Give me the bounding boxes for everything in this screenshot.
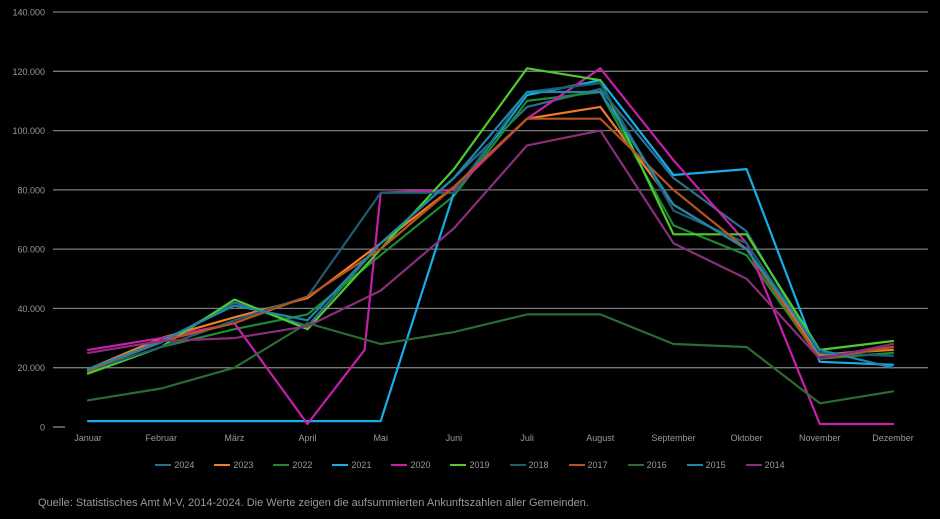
svg-text:120.000: 120.000: [12, 67, 45, 77]
svg-text:40.000: 40.000: [17, 304, 45, 314]
svg-text:März: März: [224, 433, 244, 443]
svg-text:Oktober: Oktober: [731, 433, 763, 443]
svg-text:Juli: Juli: [520, 433, 534, 443]
svg-text:Januar: Januar: [74, 433, 102, 443]
svg-text:0: 0: [40, 423, 45, 433]
svg-text:Februar: Februar: [145, 433, 177, 443]
svg-text:Juni: Juni: [446, 433, 463, 443]
svg-text:20.000: 20.000: [17, 363, 45, 373]
svg-text:80.000: 80.000: [17, 185, 45, 195]
svg-text:140.000: 140.000: [12, 8, 45, 18]
svg-text:60.000: 60.000: [17, 245, 45, 255]
svg-text:September: September: [651, 433, 695, 443]
svg-text:Dezember: Dezember: [872, 433, 914, 443]
svg-text:100.000: 100.000: [12, 126, 45, 136]
svg-text:April: April: [298, 433, 316, 443]
svg-text:August: August: [586, 433, 615, 443]
svg-text:November: November: [799, 433, 841, 443]
svg-text:Mai: Mai: [373, 433, 388, 443]
